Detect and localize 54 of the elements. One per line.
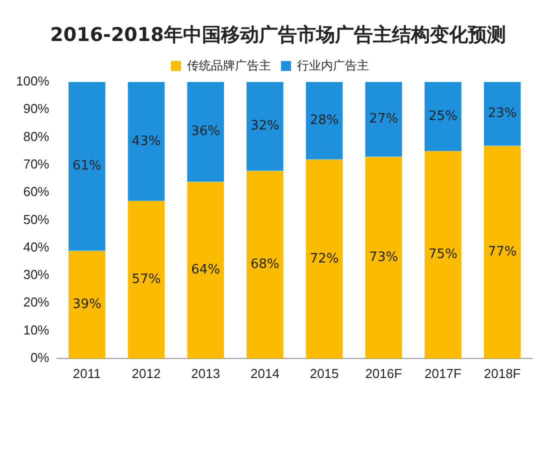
bar <box>246 170 284 358</box>
y-tick-label: 30% <box>23 267 50 282</box>
data-label: 72% <box>310 251 339 266</box>
bar <box>424 151 462 358</box>
y-tick-label: 50% <box>23 212 50 227</box>
legend-label: 行业内广告主 <box>297 58 369 72</box>
data-label: 61% <box>72 158 102 174</box>
bar <box>68 82 106 251</box>
legend-label: 传统品牌广告主 <box>187 58 271 72</box>
bar <box>365 156 402 358</box>
bar <box>484 146 521 358</box>
data-label: 39% <box>72 296 102 312</box>
bar <box>365 82 402 157</box>
x-tick-label: 2016F <box>365 366 402 381</box>
bar <box>306 82 343 160</box>
bar <box>128 82 165 201</box>
y-tick-label: 60% <box>23 184 50 200</box>
x-tick-label: 2012 <box>132 366 161 381</box>
bar <box>484 82 521 146</box>
x-tick-label: 2014 <box>250 366 280 381</box>
data-label: 32% <box>250 118 280 134</box>
data-label: 73% <box>369 250 398 265</box>
x-tick-label: 2013 <box>191 366 220 381</box>
data-label: 23% <box>488 106 517 122</box>
data-label: 68% <box>250 256 280 272</box>
x-tick-label: 2018F <box>484 366 521 381</box>
bar <box>187 182 224 358</box>
bar <box>306 159 343 358</box>
bar <box>128 200 165 358</box>
data-label: 77% <box>488 244 517 260</box>
data-label: 57% <box>132 272 161 287</box>
y-tick-label: 90% <box>23 101 50 116</box>
bar <box>246 82 284 170</box>
x-tick-label: 2015 <box>310 366 339 381</box>
bar <box>187 82 224 182</box>
x-tick-label: 2017F <box>424 366 462 381</box>
data-label: 64% <box>191 262 220 278</box>
y-tick-label: 10% <box>23 322 50 338</box>
data-label: 28% <box>310 113 339 128</box>
bar <box>424 82 462 152</box>
data-label: 43% <box>132 134 161 149</box>
y-tick-label: 40% <box>23 239 50 254</box>
bar <box>68 250 106 358</box>
data-label: 27% <box>369 112 398 127</box>
y-tick-label: 80% <box>23 128 50 144</box>
y-tick-label: 70% <box>23 156 50 172</box>
y-tick-label: 100% <box>16 74 50 89</box>
data-label: 25% <box>428 108 458 124</box>
y-tick-label: 20% <box>23 294 50 310</box>
data-label: 36% <box>191 124 220 140</box>
chart-title: 2016-2018年中国移动广告市场广告主结构变化预测 <box>49 23 507 48</box>
x-tick-label: 2011 <box>72 366 101 381</box>
y-tick-label: 0% <box>30 350 50 365</box>
data-label: 75% <box>428 247 458 262</box>
